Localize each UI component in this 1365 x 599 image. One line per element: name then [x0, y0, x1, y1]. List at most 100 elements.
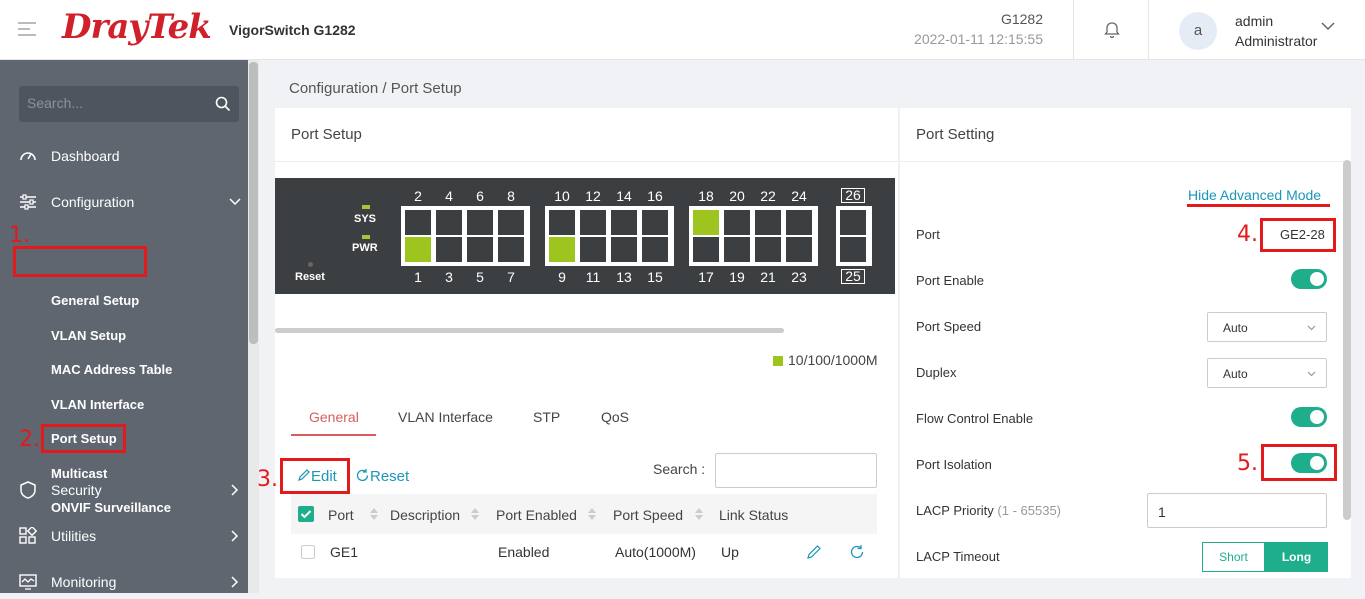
sidebar-item-security[interactable]: Security — [0, 473, 248, 507]
sidebar-subitem-port-setup[interactable]: Port Setup — [51, 431, 117, 446]
row-checkbox[interactable] — [301, 545, 315, 559]
port-number-label: 8 — [507, 188, 515, 204]
lacp-priority-input[interactable]: 1 — [1147, 493, 1327, 528]
sidebar-item-label: Configuration — [51, 194, 135, 210]
sidebar-subitem-general-setup[interactable]: General Setup — [51, 293, 140, 308]
sidebar-item-dashboard[interactable]: Dashboard — [0, 139, 248, 173]
pwr-led — [362, 235, 370, 239]
port-24[interactable] — [786, 210, 812, 235]
sidebar-subitem-vlan-interface[interactable]: VLAN Interface — [51, 397, 145, 412]
breadcrumb-parent[interactable]: Configuration — [289, 80, 379, 97]
sidebar-item-configuration[interactable]: Configuration — [0, 185, 248, 219]
port-8[interactable] — [498, 210, 524, 235]
chevron-down-icon — [1307, 325, 1316, 331]
sidebar-item-monitoring[interactable]: Monitoring — [0, 565, 248, 599]
sidebar-subitem-multicast[interactable]: Multicast — [51, 466, 108, 481]
tab-qos[interactable]: QoS — [601, 409, 630, 425]
duplex-select[interactable]: Auto — [1207, 358, 1327, 388]
annotation-underline — [1187, 204, 1330, 207]
column-header-port-enabled[interactable]: Port Enabled — [496, 507, 577, 523]
column-header-link-status[interactable]: Link Status — [719, 507, 789, 523]
annotation-number-1: 1. — [9, 223, 30, 248]
port-22[interactable] — [755, 210, 781, 235]
table-header: Port Description Port Enabled Port Speed… — [291, 494, 877, 534]
column-header-description[interactable]: Description — [390, 507, 461, 523]
port-17[interactable] — [693, 237, 719, 262]
lacp-timeout-long-button[interactable]: Long — [1265, 542, 1328, 572]
sort-icon[interactable] — [695, 508, 703, 520]
sort-icon[interactable] — [370, 508, 378, 520]
sidebar-scrollbar-thumb[interactable] — [249, 62, 258, 344]
port-enable-toggle[interactable] — [1291, 269, 1327, 289]
flow-control-toggle[interactable] — [1291, 407, 1327, 427]
port-isolation-toggle[interactable] — [1291, 453, 1327, 473]
port-13[interactable] — [611, 237, 637, 262]
port-25[interactable] — [840, 237, 866, 262]
tab-vlan-interface[interactable]: VLAN Interface — [398, 409, 493, 425]
refresh-icon[interactable] — [849, 544, 865, 560]
vertical-scrollbar[interactable] — [1343, 160, 1351, 520]
tab-stp[interactable]: STP — [533, 409, 561, 425]
port-14[interactable] — [611, 210, 637, 235]
annotation-box-2 — [41, 424, 126, 453]
search-input[interactable] — [27, 95, 207, 111]
port-number-label: 24 — [791, 188, 807, 204]
port-speed-select[interactable]: Auto — [1207, 312, 1327, 342]
port-7[interactable] — [498, 237, 524, 262]
pencil-icon[interactable] — [806, 544, 822, 560]
top-header: DrayTek VigorSwitch G1282 G1282 2022-01-… — [0, 0, 1365, 60]
column-header-port-speed[interactable]: Port Speed — [613, 507, 684, 523]
port-number-label: 5 — [476, 269, 484, 285]
search-icon[interactable] — [215, 96, 231, 112]
edit-label: Edit — [311, 468, 337, 485]
port-number-label: 18 — [698, 188, 714, 204]
table-search-input[interactable] — [715, 453, 877, 488]
edit-button[interactable]: Edit — [297, 468, 337, 485]
port-18[interactable] — [693, 210, 719, 235]
port-number-label: 13 — [616, 269, 632, 285]
sidebar-subitem-onvif-surveillance[interactable]: ONVIF Surveillance — [51, 500, 171, 515]
port-4[interactable] — [436, 210, 462, 235]
reset-button[interactable]: Reset — [355, 468, 409, 485]
port-21[interactable] — [755, 237, 781, 262]
port-26[interactable] — [840, 210, 866, 235]
port-6[interactable] — [467, 210, 493, 235]
chevron-right-icon — [231, 576, 239, 588]
chevron-down-icon[interactable] — [1320, 18, 1336, 34]
reset-label: Reset — [295, 271, 325, 283]
port-2[interactable] — [405, 210, 431, 235]
port-15[interactable] — [642, 237, 668, 262]
bell-icon[interactable] — [1104, 21, 1120, 39]
port-12[interactable] — [580, 210, 606, 235]
legend-label: 10/100/1000M — [788, 352, 878, 368]
tab-general[interactable]: General — [309, 409, 359, 425]
port-number-label: 7 — [507, 269, 515, 285]
port-20[interactable] — [724, 210, 750, 235]
sidebar-subitem-mac-address-table[interactable]: MAC Address Table — [51, 362, 173, 377]
port-3[interactable] — [436, 237, 462, 262]
table-row[interactable]: GE1 Enabled Auto(1000M) Up — [291, 534, 877, 570]
horizontal-scrollbar[interactable] — [275, 328, 784, 333]
port-10[interactable] — [549, 210, 575, 235]
port-19[interactable] — [724, 237, 750, 262]
avatar[interactable]: a — [1179, 12, 1217, 50]
select-all-checkbox[interactable] — [298, 506, 314, 522]
port-16[interactable] — [642, 210, 668, 235]
hide-advanced-mode-link[interactable]: Hide Advanced Mode — [1188, 187, 1322, 203]
menu-toggle-icon[interactable] — [18, 22, 36, 38]
port-9[interactable] — [549, 237, 575, 262]
port-23[interactable] — [786, 237, 812, 262]
pencil-icon — [298, 469, 310, 481]
column-header-port[interactable]: Port — [328, 507, 354, 523]
port-1[interactable] — [405, 237, 431, 262]
duplex-label: Duplex — [916, 365, 957, 380]
sidebar-subitem-vlan-setup[interactable]: VLAN Setup — [51, 328, 127, 343]
sidebar-item-utilities[interactable]: Utilities — [0, 519, 248, 553]
cell-speed: Auto(1000M) — [615, 544, 696, 560]
sort-icon[interactable] — [588, 508, 596, 520]
port-number-label: 17 — [698, 269, 714, 285]
sort-icon[interactable] — [471, 508, 479, 520]
lacp-timeout-short-button[interactable]: Short — [1202, 542, 1265, 572]
port-5[interactable] — [467, 237, 493, 262]
port-11[interactable] — [580, 237, 606, 262]
